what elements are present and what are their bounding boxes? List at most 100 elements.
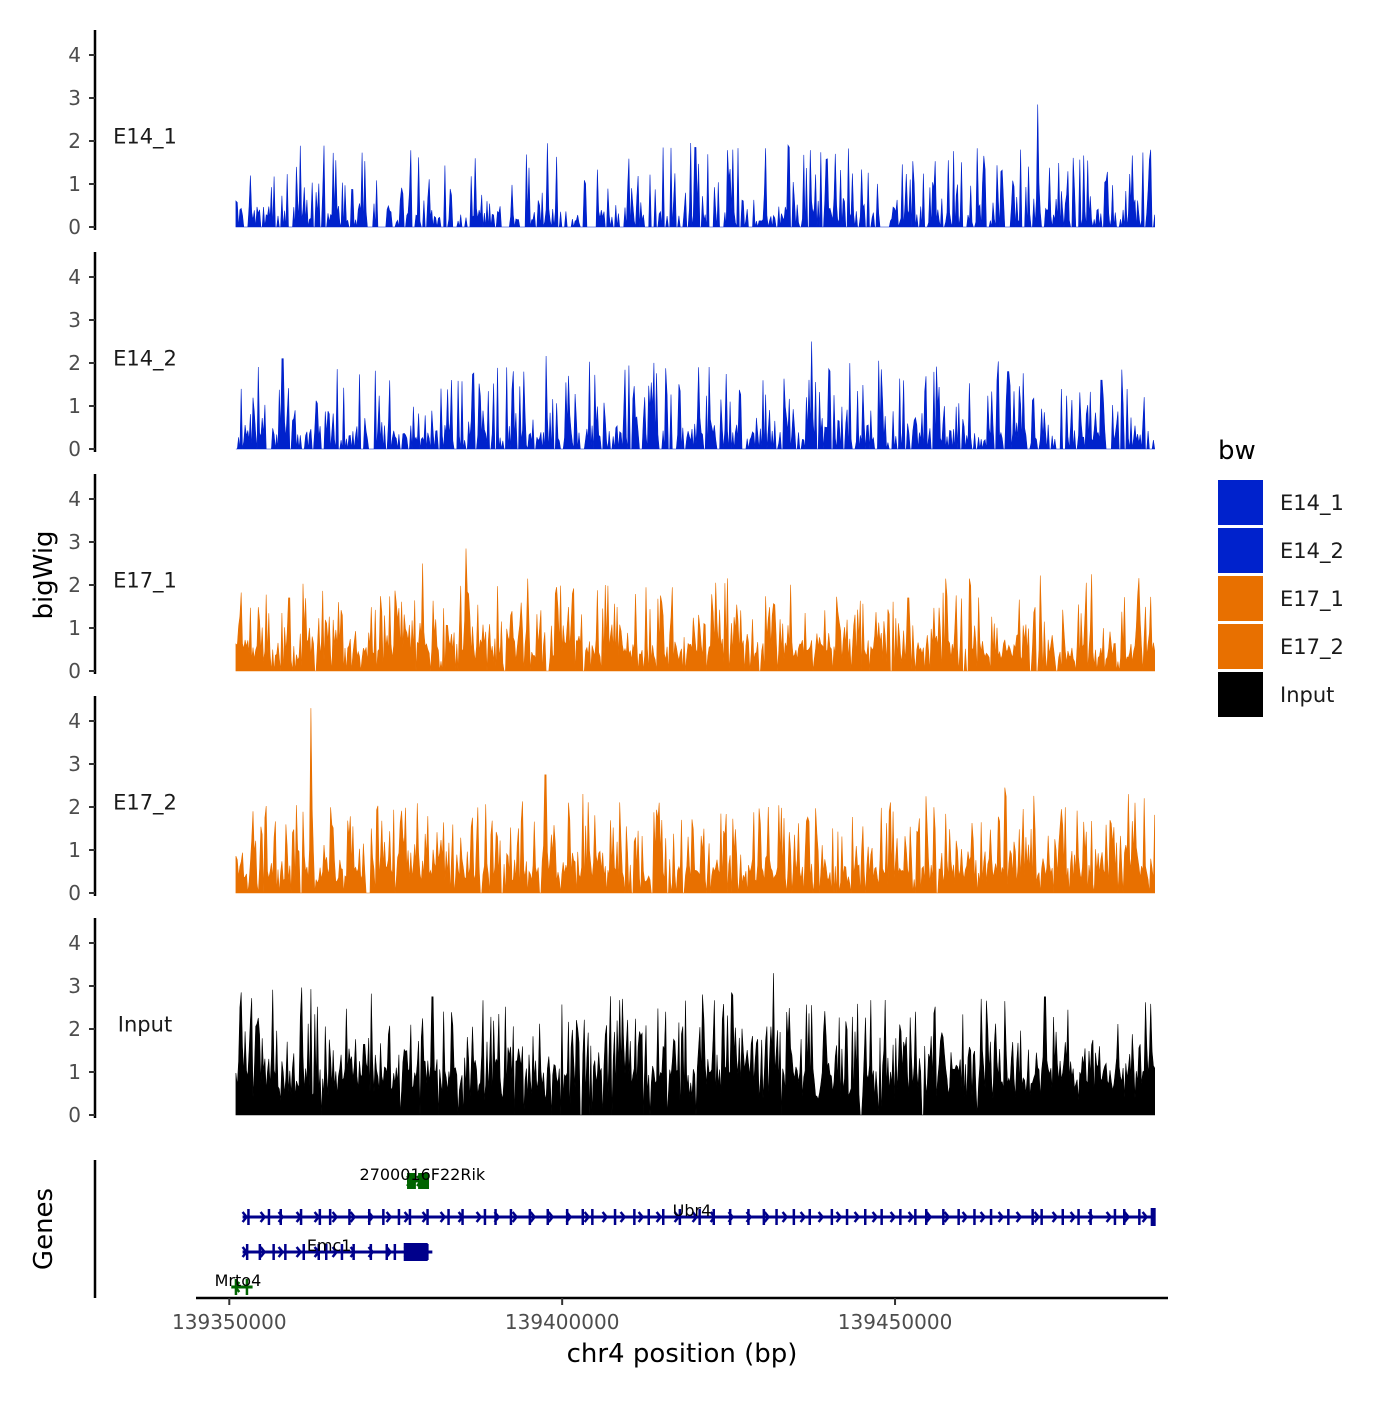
strand-arrow: [259, 1211, 267, 1223]
exon: [808, 1209, 811, 1225]
exon: [368, 1209, 371, 1225]
strand-arrow: [241, 1211, 249, 1223]
exon: [613, 1209, 617, 1225]
legend-swatch-E17_1: [1218, 576, 1263, 621]
legend-label-E17_1: E17_1: [1280, 587, 1344, 612]
exon: [407, 1173, 416, 1189]
exon: [447, 1209, 450, 1225]
genes-axis-title: Genes: [29, 1188, 59, 1270]
exon: [880, 1209, 883, 1225]
gene-label-2700016F22Rik: 2700016F22Rik: [360, 1165, 486, 1184]
exon: [830, 1209, 834, 1225]
strand-arrow: [799, 1211, 807, 1223]
y-tick-label: 1: [68, 394, 81, 418]
exon: [461, 1209, 464, 1225]
legend-layer: bw E14_1 E14_2 E17_1 E17_2 Input: [1218, 436, 1344, 717]
strand-arrow: [1123, 1211, 1131, 1223]
legend-swatch-E17_2: [1218, 624, 1263, 669]
strand-arrow: [925, 1211, 933, 1223]
exon: [272, 1244, 275, 1260]
exon: [258, 1244, 262, 1260]
strand-arrow: [475, 1211, 483, 1223]
y-tick-label: 1: [68, 838, 81, 862]
exon: [845, 1209, 849, 1225]
strand-arrow: [331, 1211, 339, 1223]
exon: [775, 1209, 778, 1225]
exon: [864, 1209, 867, 1225]
strand-arrow: [511, 1211, 519, 1223]
y-tick-label: 2: [68, 351, 81, 375]
genes-layer: Genes 2700016F22Rik Ubr4 Emc1 Mrto4: [29, 1160, 1156, 1298]
exon: [318, 1209, 322, 1225]
strand-arrow: [601, 1211, 609, 1223]
gene-label-Mrto4: Mrto4: [215, 1271, 262, 1290]
track-Input: 0 1 2 3 4 Input: [68, 918, 1155, 1127]
x-axis-title: chr4 position (bp): [567, 1339, 798, 1369]
axes-layer: bigWig 139350000 139400000 139450000 chr4 po…: [29, 530, 1168, 1369]
gene-Emc1: Emc1: [241, 1236, 433, 1261]
gene-Ubr4: Ubr4: [241, 1201, 1156, 1226]
exon: [662, 1209, 665, 1225]
strand-arrow: [1105, 1211, 1113, 1223]
legend-label-Input: Input: [1280, 683, 1334, 707]
strand-arrow: [979, 1211, 987, 1223]
exon: [1113, 1209, 1117, 1225]
x-tick-label: 139450000: [838, 1310, 953, 1334]
strand-arrow: [1141, 1211, 1149, 1223]
track-E17_1: 0 1 2 3 4 E17_1: [68, 474, 1155, 683]
track-label-E14_1: E14_1: [113, 125, 177, 150]
tracks-layer: 0 1 2 3 4 E14_1 0 1 2 3 4 E14_2 0 1 2 3 4 E17_1 0 1 2 3 4 E17_2…: [68, 30, 1156, 1127]
track-label-E17_1: E17_1: [113, 569, 177, 594]
exon: [509, 1209, 513, 1225]
y-tick-label: 4: [68, 709, 81, 733]
exon: [591, 1209, 594, 1225]
exon: [234, 1279, 238, 1295]
strand-arrow: [295, 1246, 303, 1258]
strand-arrow: [763, 1211, 771, 1223]
exon: [483, 1209, 487, 1225]
strand-arrow: [853, 1211, 861, 1223]
strand-arrow: [349, 1211, 357, 1223]
y-tick-label: 0: [68, 437, 81, 461]
exon: [299, 1209, 303, 1225]
exon: [899, 1209, 902, 1225]
exon: [989, 1209, 993, 1225]
legend-swatch-E14_2: [1218, 528, 1263, 573]
exon: [1077, 1209, 1080, 1225]
coverage-area-E17_2: [235, 708, 1155, 894]
x-tick-label: 139350000: [172, 1310, 287, 1334]
y-tick-label: 4: [68, 265, 81, 289]
y-axis-title: bigWig: [29, 530, 59, 619]
strand-arrow: [439, 1211, 447, 1223]
strand-arrow: [781, 1211, 789, 1223]
y-tick-label: 0: [68, 215, 81, 239]
strand-arrow: [619, 1211, 627, 1223]
legend-swatch-E14_1: [1218, 480, 1263, 525]
track-label-E14_2: E14_2: [113, 347, 177, 372]
y-tick-label: 2: [68, 1017, 81, 1041]
track-label-Input: Input: [118, 1013, 172, 1037]
strand-arrow: [529, 1211, 537, 1223]
strand-arrow: [907, 1211, 915, 1223]
exon: [369, 1244, 373, 1260]
exon: [762, 1209, 766, 1225]
y-tick-label: 4: [68, 487, 81, 511]
exon: [426, 1209, 429, 1225]
exon: [712, 1209, 715, 1225]
strand-arrow: [835, 1211, 843, 1223]
y-tick-label: 2: [68, 129, 81, 153]
exon: [565, 1209, 569, 1225]
exon: [581, 1209, 584, 1225]
exon: [1138, 1209, 1141, 1225]
exon: [340, 1244, 344, 1260]
strand-arrow: [997, 1211, 1005, 1223]
y-tick-label: 3: [68, 530, 81, 554]
strand-arrow: [943, 1211, 951, 1223]
exon: [1007, 1209, 1010, 1225]
strand-arrow: [817, 1211, 825, 1223]
exon: [1123, 1209, 1126, 1225]
strand-arrow: [1069, 1211, 1077, 1223]
strand-arrow: [1033, 1211, 1041, 1223]
exon: [494, 1209, 497, 1225]
y-tick-label: 1: [68, 1060, 81, 1084]
